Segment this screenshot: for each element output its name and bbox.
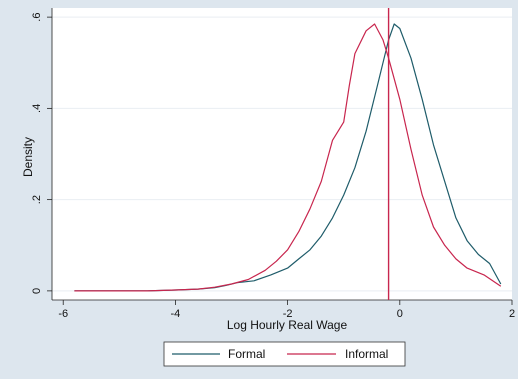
x-tick-label: -2 — [283, 308, 293, 320]
x-tick-label: -6 — [58, 308, 68, 320]
x-tick-label: 2 — [509, 308, 515, 320]
y-tick-label: 0 — [31, 288, 43, 294]
x-axis-title: Log Hourly Real Wage — [227, 318, 348, 332]
legend-label-formal: Formal — [228, 347, 265, 361]
y-tick-label: .6 — [31, 13, 43, 22]
axes: 0 .2 .4 .6 -6 -4 -2 0 2 — [31, 8, 515, 320]
x-tick-label: 0 — [397, 308, 403, 320]
y-axis-title: Density — [21, 137, 35, 177]
x-tick-label: -4 — [171, 308, 181, 320]
series-layer — [74, 23, 502, 292]
plot-area — [52, 8, 512, 300]
y-tick-label: .2 — [31, 195, 43, 204]
series-line-informal — [74, 23, 502, 292]
legend-label-informal: Informal — [345, 347, 388, 361]
y-tick-label: .4 — [31, 104, 43, 113]
legend: Formal Informal — [163, 341, 406, 367]
